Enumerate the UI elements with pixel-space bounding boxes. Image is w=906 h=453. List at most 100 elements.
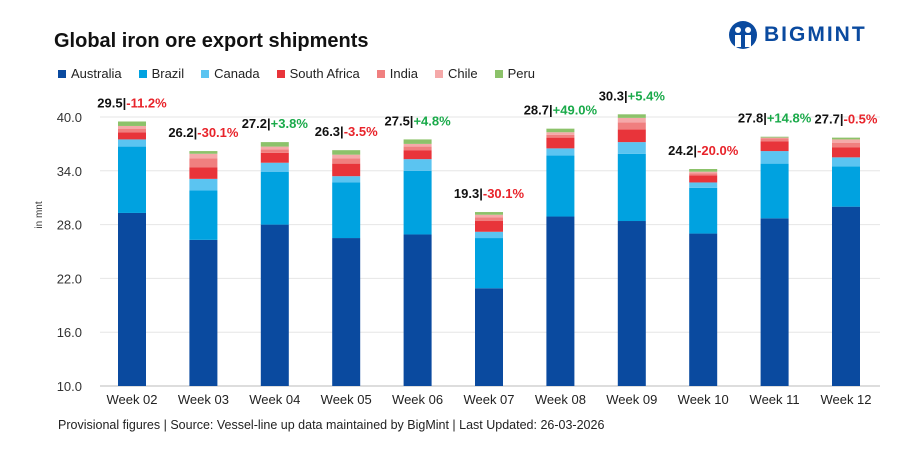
chart-title: Global iron ore export shipments xyxy=(54,30,369,52)
bar-segment-chile xyxy=(260,146,289,150)
bar-segment-chile xyxy=(760,137,789,139)
bar-segment-peru xyxy=(403,139,432,144)
bar-segment-peru xyxy=(118,121,146,126)
logo-icon xyxy=(729,21,757,49)
bar-segment-brazil xyxy=(546,155,575,217)
bar-segment-chile xyxy=(832,139,860,144)
bar-segment-brazil xyxy=(475,238,503,289)
bar-segment-brazil xyxy=(118,146,146,213)
x-tick-label: Week 06 xyxy=(392,392,443,407)
bar-segment-brazil xyxy=(332,182,361,239)
change-value: -3.5% xyxy=(344,124,378,139)
legend-item-canada: Canada xyxy=(201,66,260,81)
bar-segment-south-africa xyxy=(118,132,146,140)
bar-segment-peru xyxy=(332,150,361,155)
logo-text: BIGMINT xyxy=(764,23,867,46)
bar-segment-india xyxy=(189,158,218,168)
x-tick-label: Week 03 xyxy=(178,392,229,407)
bar-segment-canada xyxy=(689,182,718,188)
bar-segment-south-africa xyxy=(332,163,361,177)
y-tick-label: 16.0 xyxy=(57,325,82,340)
data-label: 19.3|-30.1% xyxy=(454,186,525,201)
legend-item-chile: Chile xyxy=(434,66,478,81)
data-label: 26.3|-3.5% xyxy=(315,124,378,139)
bar-segment-south-africa xyxy=(546,137,575,149)
bar-segment-canada xyxy=(760,151,789,164)
bar-segment-canada xyxy=(832,157,860,167)
change-value: +4.8% xyxy=(413,113,451,128)
bar-segment-peru xyxy=(760,136,789,138)
legend-swatch xyxy=(376,69,385,78)
total-value: 19.3| xyxy=(454,186,483,201)
bar-segment-chile xyxy=(403,143,432,147)
legend-label: India xyxy=(389,66,418,81)
bar-segment-chile xyxy=(546,132,575,135)
data-label: 26.2|-30.1% xyxy=(168,125,239,140)
bar-segment-australia xyxy=(760,218,789,386)
legend-label: Peru xyxy=(507,66,536,81)
bar-segment-india xyxy=(332,158,361,164)
total-value: 24.2| xyxy=(668,143,697,158)
bar-segment-brazil xyxy=(689,187,718,234)
bar-segment-australia xyxy=(832,206,860,386)
bar-segment-australia xyxy=(332,238,361,386)
bar-segment-india xyxy=(475,217,503,222)
bar-segment-canada xyxy=(475,231,503,239)
legend-swatch xyxy=(58,69,66,78)
data-label: 28.7|+49.0% xyxy=(524,103,598,118)
bar-segment-canada xyxy=(118,139,146,147)
data-label: 27.2|+3.8% xyxy=(242,116,309,131)
bar-segment-india xyxy=(260,149,289,153)
y-axis-label: in mnt xyxy=(34,201,45,228)
legend-label: Canada xyxy=(214,66,260,81)
x-tick-label: Week 08 xyxy=(535,392,586,407)
legend-swatch xyxy=(494,69,503,78)
bar-segment-chile xyxy=(189,153,218,159)
bigmint-logo: BIGMINT xyxy=(728,20,867,50)
bar-segment-india xyxy=(617,122,646,130)
total-value: 27.7| xyxy=(815,112,844,127)
bar-segment-south-africa xyxy=(832,147,860,158)
legend-swatch xyxy=(276,69,285,78)
total-value: 28.7| xyxy=(524,103,553,118)
y-tick-label: 40.0 xyxy=(57,110,82,125)
legend-label: Brazil xyxy=(151,66,185,81)
legend-item-india: India xyxy=(376,66,418,81)
bar-segment-australia xyxy=(403,234,432,386)
data-label: 24.2|-20.0% xyxy=(668,143,739,158)
bar-segment-south-africa xyxy=(689,175,718,183)
bar-segment-peru xyxy=(475,212,503,215)
bar-segment-south-africa xyxy=(760,141,789,152)
total-value: 26.3| xyxy=(315,124,344,139)
y-tick-label: 10.0 xyxy=(57,379,82,394)
legend-swatch xyxy=(434,69,443,78)
change-value: +49.0% xyxy=(553,103,598,118)
bar-segment-south-africa xyxy=(189,167,218,179)
x-tick-label: Week 10 xyxy=(678,392,729,407)
legend-item-brazil: Brazil xyxy=(138,66,185,81)
bar-segment-canada xyxy=(617,142,646,154)
change-value: +14.8% xyxy=(767,111,812,126)
bar-segment-chile xyxy=(118,125,146,129)
legend-item-australia: Australia xyxy=(58,66,122,81)
total-value: 30.3| xyxy=(599,88,628,103)
legend: Australia Brazil Canada South Africa India Ch… xyxy=(58,66,535,81)
x-tick-label: Week 02 xyxy=(106,392,157,407)
bar-segment-canada xyxy=(332,176,361,183)
x-tick-label: Week 04 xyxy=(249,392,300,407)
bar-segment-south-africa xyxy=(475,221,503,232)
legend-label: Australia xyxy=(71,66,122,81)
data-label: 29.5|-11.2% xyxy=(97,95,167,110)
bar-segment-brazil xyxy=(760,163,789,219)
change-value: -0.5% xyxy=(843,112,877,127)
y-tick-label: 34.0 xyxy=(57,164,82,179)
footer-note: Provisional figures | Source: Vessel-lin… xyxy=(58,418,605,432)
bar-segment-india xyxy=(403,146,432,151)
x-tick-label: Week 11 xyxy=(750,392,800,407)
bar-segment-india xyxy=(832,143,860,148)
bar-segment-india xyxy=(118,128,146,133)
data-label: 27.8|+14.8% xyxy=(738,111,812,126)
data-label: 27.7|-0.5% xyxy=(815,112,878,127)
bar-segment-chile xyxy=(617,117,646,123)
